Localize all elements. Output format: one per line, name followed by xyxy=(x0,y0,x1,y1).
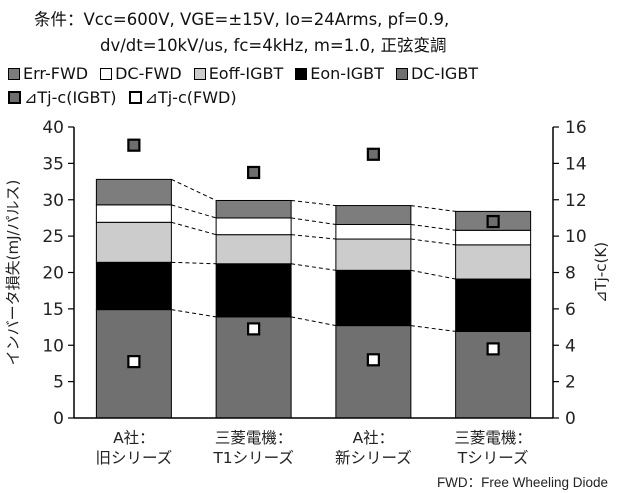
legend-label: Eoff-IGBT xyxy=(208,64,284,83)
category-label: Tシリーズ xyxy=(457,449,529,467)
y2-tick-label: 14 xyxy=(565,154,587,174)
category-label: A社： xyxy=(353,429,395,447)
legend-item-eon-igbt: Eon-IGBT xyxy=(295,64,384,83)
y-tick-label: 20 xyxy=(42,264,64,284)
y2-tick-label: 8 xyxy=(565,264,576,284)
marker-tjc-fwd xyxy=(247,322,261,336)
legend-label: DC-FWD xyxy=(115,64,182,83)
legend-label: Err-FWD xyxy=(23,64,89,83)
bar-segment-eoff-igbt xyxy=(215,234,292,265)
y-tick-label: 35 xyxy=(42,154,64,174)
legend-swatch xyxy=(8,91,21,104)
bar-segment-dc-fwd xyxy=(95,204,172,223)
bar-segment-dc-fwd xyxy=(335,223,412,240)
conditions-line-2: dv/dt=10kV/us, fc=4kHz, m=1.0, 正弦変調 xyxy=(100,36,447,55)
connector-line xyxy=(291,234,336,240)
bar-segment-err-fwd xyxy=(215,199,292,219)
y-tick-label: 25 xyxy=(42,227,64,247)
legend-row-2: ⊿Tj-c(IGBT) ⊿Tj-c(FWD) xyxy=(8,88,249,107)
category-label: 旧シリーズ xyxy=(96,449,173,467)
y2-tick-label: 10 xyxy=(565,227,587,247)
bar-segment-dc-fwd xyxy=(455,229,532,246)
marker-tjc-igbt xyxy=(247,165,261,180)
marker-tjc-fwd xyxy=(127,355,141,369)
legend-label: Eon-IGBT xyxy=(310,64,384,83)
connector-line xyxy=(291,217,336,225)
bar-segment-eoff-igbt xyxy=(335,238,412,271)
legend-swatch xyxy=(100,67,113,80)
y2-tick-label: 2 xyxy=(565,373,576,393)
legend-item-eoff-igbt: Eoff-IGBT xyxy=(193,64,284,83)
category-label: A社： xyxy=(113,429,155,447)
y2-tick-label: 0 xyxy=(565,409,576,429)
connector-line xyxy=(291,199,336,207)
bar-segment-eon-igbt xyxy=(335,269,412,327)
bar-segment-err-fwd xyxy=(335,205,412,225)
legend-row-1: Err-FWD DC-FWD Eoff-IGBT Eon-IGBT DC-IGBT xyxy=(8,64,490,83)
bar-segment-dc-fwd xyxy=(215,217,292,236)
legend-item-dc-igbt: DC-IGBT xyxy=(395,64,479,83)
y2-tick-label: 4 xyxy=(565,336,576,356)
footnote: FWD：Free Wheeling Diode xyxy=(436,475,608,490)
bar-segment-dc-igbt xyxy=(335,325,412,419)
connector-line xyxy=(291,263,336,271)
legend-swatch xyxy=(295,67,308,80)
y2-tick-label: 12 xyxy=(565,191,587,211)
y2-axis-label: ⊿Tj-c(K) xyxy=(592,242,610,303)
bar-segment-err-fwd xyxy=(95,178,172,206)
legend-swatch xyxy=(395,67,408,80)
legend-swatch xyxy=(8,67,20,80)
y-tick-label: 40 xyxy=(42,118,64,138)
y-tick-label: 15 xyxy=(42,300,64,320)
connector-line xyxy=(171,204,217,219)
marker-tjc-fwd xyxy=(366,353,380,367)
category-label: 三菱電機： xyxy=(215,429,293,447)
legend-item-err-fwd: Err-FWD xyxy=(8,64,88,83)
connector-line xyxy=(410,223,456,231)
connector-line xyxy=(171,261,217,265)
connector-line xyxy=(171,221,217,236)
bar-segment-eon-igbt xyxy=(95,261,172,311)
connector-line xyxy=(410,269,456,280)
y-tick-label: 30 xyxy=(42,191,64,211)
y2-tick-label: 6 xyxy=(565,300,576,320)
marker-tjc-igbt xyxy=(366,147,380,161)
y-axis-label: インバータ損失(mJ/パルス) xyxy=(4,180,22,366)
connector-line xyxy=(410,238,456,246)
legend-label: ⊿Tj-c(FWD) xyxy=(144,88,237,107)
connector-line xyxy=(291,316,336,327)
connector-line xyxy=(410,325,456,332)
y-tick-label: 0 xyxy=(53,409,64,429)
legend-item-dc-fwd: DC-FWD xyxy=(100,64,182,83)
category-label: 新シリーズ xyxy=(335,449,412,467)
connector-line xyxy=(171,178,217,201)
marker-tjc-igbt xyxy=(127,138,141,152)
connector-line xyxy=(171,309,217,318)
bar-segment-eon-igbt xyxy=(455,278,532,332)
legend-swatch xyxy=(193,67,206,80)
bar-segment-eoff-igbt xyxy=(95,221,172,263)
category-label: 三菱電機： xyxy=(454,429,532,447)
y-tick-label: 10 xyxy=(42,336,64,356)
legend-item-tj-c-igbt: ⊿Tj-c(IGBT) xyxy=(8,88,117,107)
legend-label: ⊿Tj-c(IGBT) xyxy=(24,88,117,107)
connector-line xyxy=(410,205,456,212)
bar-segment-eon-igbt xyxy=(215,263,292,318)
marker-tjc-igbt xyxy=(486,214,500,229)
bar-segment-eoff-igbt xyxy=(455,244,532,280)
category-label: T1シリーズ xyxy=(212,449,294,467)
conditions-line-1: 条件：Vcc=600V, VGE=±15V, Io=24Arms, pf=0.9… xyxy=(34,10,450,29)
legend-label: DC-IGBT xyxy=(410,64,479,83)
legend-swatch xyxy=(128,91,142,104)
marker-tjc-fwd xyxy=(486,342,500,356)
legend-item-tj-c-fwd: ⊿Tj-c(FWD) xyxy=(128,88,237,107)
y-tick-label: 5 xyxy=(53,373,64,393)
y2-tick-label: 16 xyxy=(565,118,587,138)
